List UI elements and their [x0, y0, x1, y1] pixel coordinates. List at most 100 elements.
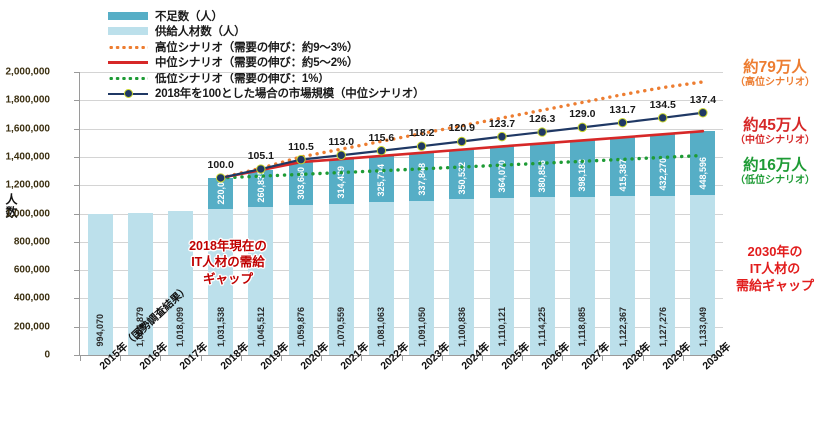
bar-supply	[288, 205, 314, 355]
legend-mid-scenario-swatch	[108, 55, 148, 70]
x-axis-tick	[401, 356, 403, 361]
gridline	[80, 213, 723, 215]
market-index-marker	[457, 136, 467, 147]
bar-shortage	[690, 131, 716, 195]
market-index-marker	[256, 164, 266, 174]
y-axis-tick-label: 800,000	[13, 236, 50, 248]
x-axis-tick	[441, 356, 443, 361]
bar-supply	[208, 209, 234, 355]
legend-low-scenario: 低位シナリオ（需要の伸び：1%）	[108, 70, 438, 86]
market-index-marker	[497, 131, 507, 142]
gap-note-line: IT人材の	[749, 261, 801, 277]
legend-mid-scenario-label: 中位シナリオ（需要の伸び：約5～2%）	[155, 57, 359, 70]
y-axis-tick	[74, 72, 79, 73]
legend-low-scenario-swatch	[108, 70, 148, 85]
annotation-mid-scenario-caption: （中位シナリオ）	[735, 135, 815, 147]
bar-shortage	[208, 177, 234, 210]
market-index-label: 123.7	[488, 117, 516, 130]
y-axis-tick	[74, 270, 79, 272]
bar-shortage	[489, 146, 515, 198]
bar-supply	[529, 197, 555, 355]
bar-shortage	[610, 137, 635, 197]
x-axis-tick	[120, 356, 122, 361]
y-axis-tick	[74, 241, 79, 243]
x-axis-tick	[682, 356, 684, 361]
x-axis-tick	[361, 356, 363, 361]
market-index-marker	[376, 146, 387, 156]
bar-shortage	[368, 155, 394, 203]
market-index-label: 126.3	[529, 113, 556, 126]
y-axis-tick	[74, 100, 79, 102]
legend-supply: 供給人材数（人）	[108, 24, 438, 40]
bar-supply	[650, 195, 676, 355]
y-axis-tick-label: 1,000,000	[5, 208, 51, 219]
bar-supply	[368, 202, 394, 355]
y-axis-tick-label: 600,000	[13, 264, 50, 276]
gridline	[80, 241, 723, 243]
y-axis-tick-label: 1,800,000	[5, 94, 51, 106]
y-axis-tick	[74, 355, 79, 356]
legend-shortage-label: 不足数（人）	[155, 10, 223, 23]
gridline	[80, 326, 723, 328]
legend-high-scenario: 高位シナリオ（需要の伸び：約9～3%）	[108, 39, 438, 55]
market-index-marker	[537, 127, 547, 137]
callout-line: IT人材の需給	[191, 255, 265, 270]
legend-mid-scenario: 中位シナリオ（需要の伸び：約5～2%）	[108, 55, 438, 71]
bar-supply	[569, 196, 595, 355]
market-index-marker	[698, 108, 708, 118]
scenario-lines	[215, 80, 708, 183]
market-index-marker	[577, 122, 588, 133]
y-axis-tick-label: 0	[44, 349, 50, 361]
market-index-marker	[416, 141, 427, 151]
market-index-label: 100.0	[207, 158, 234, 171]
market-index-label: 113.0	[328, 136, 355, 149]
x-axis-tick	[200, 356, 202, 361]
annotation-low-scenario: 約16万人 （低位シナリオ）	[735, 157, 815, 188]
legend-high-scenario-swatch	[108, 39, 148, 54]
bar-supply	[449, 199, 475, 355]
bar-supply	[127, 212, 153, 355]
bar-shortage	[529, 143, 555, 198]
legend-supply-swatch	[108, 27, 148, 36]
bar-supply	[610, 196, 635, 355]
x-axis-tick	[160, 356, 162, 361]
gridline	[80, 298, 723, 300]
gridline	[80, 185, 723, 187]
bar-shortage	[409, 152, 435, 201]
annotation-high-scenario: 約79万人 （高位シナリオ）	[735, 59, 815, 90]
market-index-label: 118.2	[408, 127, 435, 140]
bar-shortage	[328, 159, 354, 204]
legend-market-index-label: 2018年を100とした場合の市場規模（中位シナリオ）	[155, 88, 425, 101]
y-axis-tick-label: 1,600,000	[5, 123, 51, 135]
annotation-high-scenario-value: 約79万人	[743, 59, 807, 76]
y-axis-tick-label: 400,000	[13, 292, 50, 304]
bar-supply	[87, 214, 113, 355]
x-axis-tick	[642, 356, 644, 361]
legend-market-index-swatch	[108, 86, 148, 101]
y-axis-tick	[74, 298, 79, 300]
market-index-marker	[617, 117, 628, 128]
legend-market-index: 2018年を100とした場合の市場規模（中位シナリオ）	[108, 86, 438, 102]
legend-shortage-swatch	[108, 11, 148, 20]
market-index-marker	[336, 150, 346, 160]
bar-shortage	[569, 140, 595, 197]
line-high-scenario	[218, 80, 705, 180]
y-axis-tick-label: 1,200,000	[5, 179, 51, 191]
market-index-label: 137.4	[689, 93, 717, 106]
callout-line: 2018年現在の	[189, 239, 267, 253]
bar-supply	[328, 203, 354, 355]
legend-shortage: 不足数（人）	[108, 8, 438, 24]
y-axis-tick	[74, 185, 79, 187]
bar-supply	[248, 207, 274, 355]
gridline	[80, 100, 723, 102]
bar-supply	[168, 210, 193, 355]
x-axis-tick	[602, 356, 604, 361]
gridline	[80, 128, 723, 130]
annotation-low-scenario-value: 約16万人	[743, 157, 807, 174]
bar-shortage	[449, 149, 475, 200]
market-index-label: 105.1	[247, 150, 274, 163]
market-index-marker	[215, 173, 226, 183]
bar-shortage	[288, 162, 314, 206]
market-index-label: 115.6	[368, 131, 395, 144]
